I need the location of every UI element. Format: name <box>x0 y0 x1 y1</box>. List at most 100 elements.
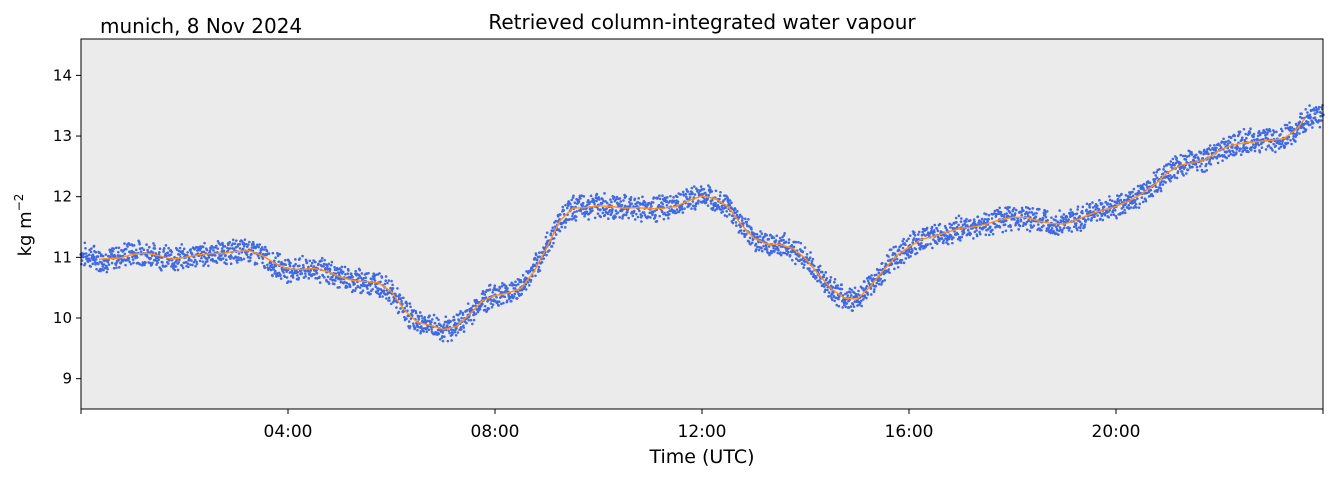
scatter-sample <box>1208 144 1212 147</box>
scatter-sample <box>251 240 255 244</box>
scatter-sample <box>1108 195 1111 198</box>
scatter-sample <box>523 285 527 289</box>
scatter-sample <box>1227 154 1231 158</box>
scatter-sample <box>849 291 852 294</box>
scatter-sample <box>491 290 494 294</box>
scatter-sample <box>538 255 541 258</box>
scatter-sample <box>1190 150 1193 154</box>
scatter-sample <box>615 195 619 199</box>
scatter-sample <box>98 251 101 254</box>
scatter-sample <box>95 267 98 271</box>
scatter-sample <box>622 199 625 202</box>
scatter-sample <box>357 276 360 280</box>
scatter-sample <box>725 215 729 218</box>
scatter-sample <box>300 272 304 275</box>
scatter-sample <box>852 305 856 308</box>
scatter-sample <box>501 282 504 285</box>
scatter-sample <box>1278 139 1282 143</box>
scatter-sample <box>1222 137 1225 141</box>
scatter-sample <box>349 272 353 276</box>
scatter-sample <box>1145 183 1148 187</box>
scatter-sample <box>627 216 630 220</box>
scatter-sample <box>994 226 997 229</box>
scatter-sample <box>945 228 949 232</box>
scatter-sample <box>924 234 927 237</box>
scatter-sample <box>1213 155 1216 159</box>
scatter-sample <box>512 295 516 298</box>
scatter-sample <box>367 271 370 275</box>
scatter-sample <box>200 256 203 260</box>
scatter-sample <box>383 282 387 286</box>
scatter-sample <box>111 249 115 253</box>
scatter-sample <box>101 265 105 268</box>
scatter-sample <box>938 222 942 226</box>
scatter-sample <box>323 258 326 262</box>
scatter-sample <box>1264 148 1268 151</box>
scatter-sample <box>658 194 661 197</box>
scatter-sample <box>585 210 589 214</box>
scatter-sample <box>866 279 870 283</box>
scatter-sample <box>845 291 849 294</box>
scatter-sample <box>359 276 363 279</box>
scatter-sample <box>256 243 259 247</box>
scatter-sample <box>765 245 768 249</box>
scatter-sample <box>562 209 566 212</box>
scatter-sample <box>419 325 423 328</box>
scatter-sample <box>1008 206 1011 209</box>
scatter-sample <box>728 213 731 216</box>
scatter-sample <box>1059 228 1062 232</box>
scatter-sample <box>570 218 574 221</box>
scatter-sample <box>965 217 968 221</box>
scatter-sample <box>178 253 181 256</box>
scatter-sample <box>259 251 262 255</box>
scatter-sample <box>516 282 520 286</box>
scatter-sample <box>1058 226 1062 229</box>
scatter-sample <box>1020 210 1023 214</box>
scatter-sample <box>825 276 829 280</box>
scatter-sample <box>1033 212 1036 215</box>
scatter-sample <box>916 233 920 236</box>
scatter-sample <box>605 201 609 205</box>
scatter-sample <box>593 216 597 220</box>
scatter-sample <box>613 199 617 203</box>
scatter-sample <box>186 262 190 266</box>
scatter-sample <box>114 263 118 267</box>
scatter-sample <box>564 203 567 207</box>
scatter-sample <box>1095 219 1099 222</box>
scatter-sample <box>1088 206 1092 209</box>
scatter-sample <box>186 251 189 254</box>
scatter-sample <box>535 258 539 262</box>
scatter-sample <box>736 209 739 213</box>
scatter-sample <box>1100 214 1104 218</box>
scatter-sample <box>162 247 166 250</box>
scatter-sample <box>423 318 427 321</box>
scatter-sample <box>85 254 89 258</box>
scatter-sample <box>794 240 798 244</box>
scatter-sample <box>268 267 271 270</box>
scatter-sample <box>930 225 934 229</box>
scatter-sample <box>257 256 261 260</box>
scatter-sample <box>545 231 549 235</box>
scatter-sample <box>705 193 708 197</box>
scatter-sample <box>283 258 287 262</box>
scatter-sample <box>1049 228 1053 232</box>
scatter-sample <box>301 263 305 267</box>
scatter-sample <box>728 199 732 202</box>
scatter-sample <box>1308 113 1312 117</box>
scatter-sample <box>912 237 916 240</box>
scatter-sample <box>148 245 151 249</box>
scatter-sample <box>637 197 640 200</box>
scatter-sample <box>1205 162 1208 166</box>
scatter-sample <box>408 325 412 328</box>
scatter-sample <box>497 304 500 307</box>
scatter-sample <box>265 249 269 253</box>
scatter-sample <box>1158 167 1161 171</box>
scatter-sample <box>191 263 194 267</box>
scatter-sample <box>450 339 453 342</box>
scatter-sample <box>845 302 849 305</box>
scatter-sample <box>184 260 188 264</box>
scatter-sample <box>542 257 546 260</box>
scatter-sample <box>742 222 745 225</box>
scatter-sample <box>250 252 253 256</box>
scatter-sample <box>731 221 735 225</box>
